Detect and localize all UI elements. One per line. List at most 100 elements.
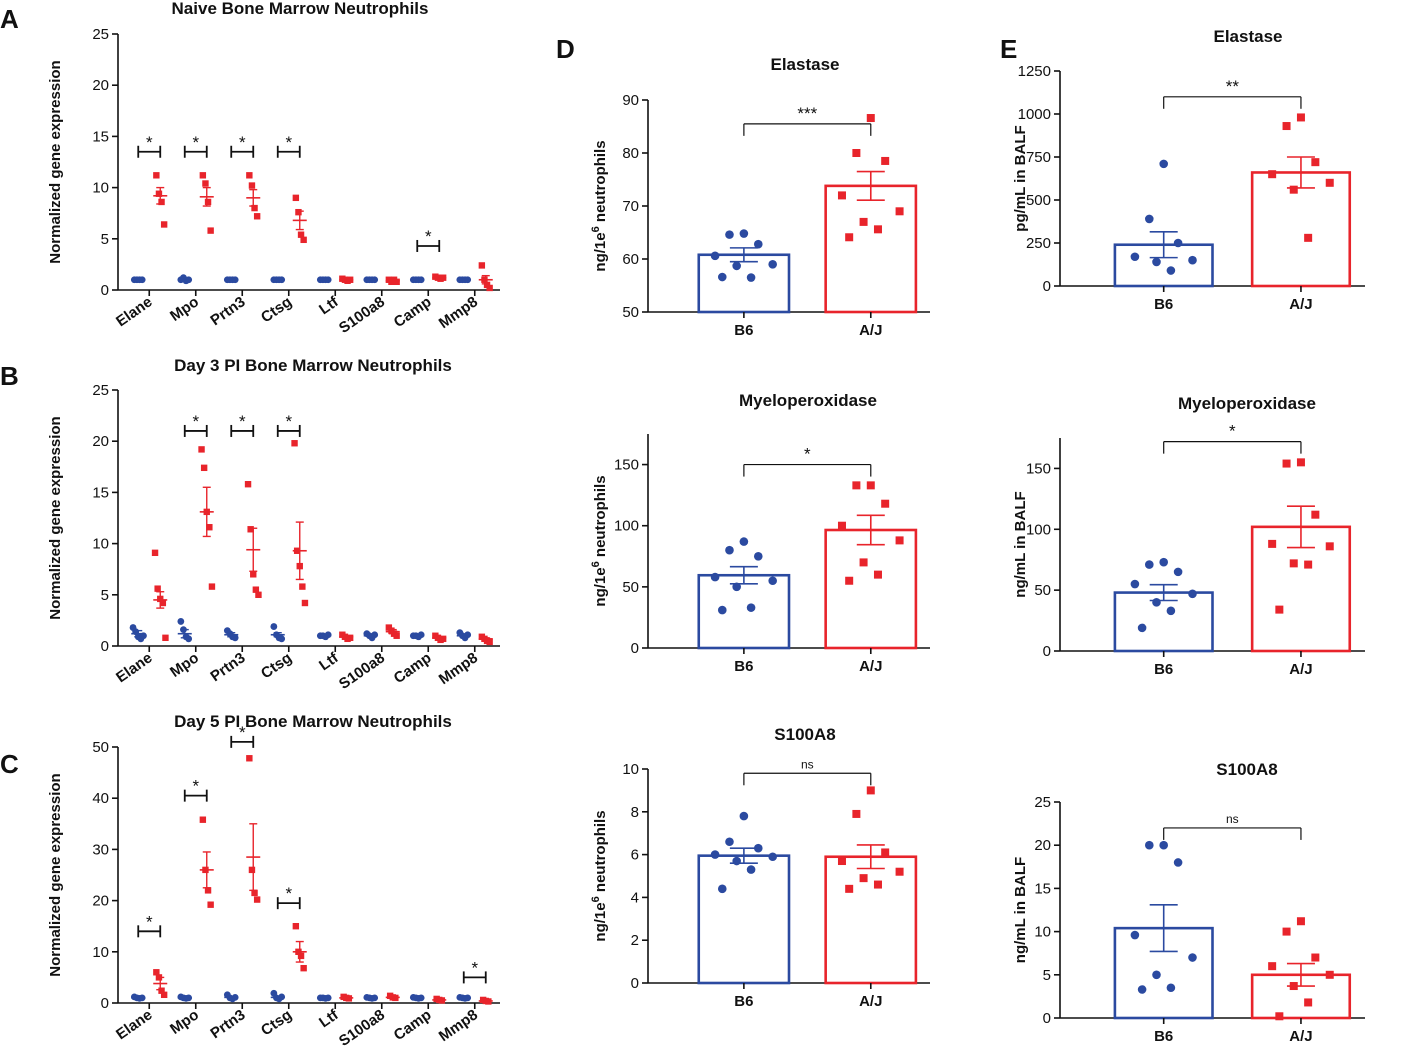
aj-data-point [1304, 560, 1313, 569]
aj-data-point [206, 524, 213, 531]
aj-data-point [1325, 178, 1334, 187]
y-tick-label: 25 [1034, 794, 1051, 811]
b6-data-point [717, 605, 727, 615]
y-tick-label: 150 [1026, 460, 1051, 477]
y-tick-label: 10 [622, 761, 639, 778]
y-axis-label: Normalized gene expression [47, 773, 64, 976]
x-category-label: Camp [391, 649, 435, 687]
aj-data-point [1282, 122, 1291, 131]
panel-label: E [1000, 34, 1017, 64]
significance-label: * [239, 723, 246, 742]
aj-data-point [873, 880, 882, 889]
significance-label: * [192, 412, 199, 431]
y-tick-label: 5 [101, 587, 109, 604]
b6-data-point [739, 811, 749, 821]
x-category-label: Camp [391, 293, 435, 331]
b6-data-point [1173, 238, 1183, 248]
x-category-label: Prtn3 [207, 649, 248, 685]
b6-data-point [739, 537, 749, 546]
aj-data-point [873, 225, 882, 234]
x-category-label: Mmp8 [436, 293, 481, 332]
y-tick-label: 1000 [1018, 106, 1051, 123]
panel-C: 0 10 20 30 40 50 Day 5 PI Bone Marrow Neutroph… [0, 712, 500, 1050]
y-tick-label: 40 [92, 790, 109, 807]
b6-data-point [1188, 589, 1197, 599]
aj-data-point [248, 182, 256, 189]
b6-data-point [768, 852, 777, 862]
significance-label: * [285, 133, 292, 152]
significance-label: * [804, 445, 811, 464]
x-category-label: B6 [1154, 296, 1173, 313]
b6-data-point [717, 272, 727, 282]
x-category-label: B6 [1154, 661, 1173, 678]
panel-label: D [556, 34, 575, 64]
x-category-label: A/J [859, 658, 882, 675]
aj-data-point [153, 172, 160, 179]
aj-data-point [251, 889, 258, 897]
panel-E2: 0 50 100 150 Myeloperoxidase ng/mL in BALF B6 A… [1012, 394, 1365, 678]
aj-data-point [1296, 458, 1305, 467]
x-category-label: Ctsg [258, 649, 295, 682]
y-tick-label: 20 [1034, 837, 1051, 854]
aj-data-point [159, 599, 167, 607]
chart-title: Elastase [771, 55, 840, 74]
x-category-label: Ltf [316, 293, 342, 318]
panel-A: 0 5 10 15 20 25 Naive Bone Marrow Neutrophils A… [0, 0, 500, 337]
b6-data-point [1152, 598, 1161, 607]
significance-label: * [285, 884, 292, 903]
aj-data-point [881, 499, 890, 508]
y-tick-label: 0 [631, 975, 639, 992]
y-tick-label: 100 [614, 518, 639, 535]
aj-data-point [155, 190, 163, 197]
y-tick-label: 10 [92, 536, 109, 553]
aj-data-point [253, 213, 261, 220]
aj-data-point [845, 233, 854, 242]
aj-data-point [158, 987, 165, 994]
aj-data-point [297, 231, 305, 238]
aj-data-point [246, 172, 253, 179]
y-axis-label: ng/mL in BALF [1012, 857, 1029, 963]
aj-data-point [859, 874, 868, 883]
aj-data-point [204, 887, 212, 894]
y-tick-label: 2 [631, 932, 639, 949]
aj-data-point [866, 114, 875, 123]
bar-B6 [697, 854, 791, 985]
aj-data-point [866, 481, 875, 490]
b6-data-point [717, 884, 727, 894]
aj-data-point [1311, 953, 1320, 962]
significance-label: * [192, 133, 199, 152]
aj-data-point [866, 786, 875, 795]
panel-label: B [0, 361, 19, 391]
chart-title: Day 5 PI Bone Marrow Neutrophils [174, 712, 452, 731]
y-tick-label: 50 [92, 739, 109, 756]
aj-data-point [1275, 1012, 1284, 1021]
b6-data-point [1130, 579, 1140, 589]
aj-data-point [292, 923, 300, 930]
aj-data-point [881, 156, 890, 165]
aj-data-point [297, 952, 305, 960]
aj-data-point [1268, 170, 1277, 179]
x-category-label: A/J [859, 993, 882, 1010]
y-tick-label: 8 [631, 804, 639, 821]
aj-data-point [300, 964, 307, 972]
y-tick-label: 60 [622, 251, 639, 268]
aj-data-point [248, 866, 256, 874]
b6-data-point [1188, 953, 1197, 962]
x-category-label: A/J [1289, 296, 1312, 313]
x-category-label: Mmp8 [436, 1006, 481, 1045]
b6-data-point [1152, 970, 1161, 980]
chart-title: Myeloperoxidase [739, 391, 877, 410]
aj-data-point [845, 884, 854, 893]
b6-data-point [710, 251, 720, 261]
b6-data-point [710, 572, 720, 582]
aj-data-point [292, 194, 300, 202]
aj-data-point [198, 446, 205, 453]
aj-data-point [246, 755, 253, 762]
aj-data-point [207, 901, 214, 908]
b6-data-point [1188, 255, 1197, 265]
significance-label: * [239, 133, 246, 152]
b6-data-point [725, 230, 734, 239]
b6-data-point [1159, 159, 1168, 169]
x-category-label: S100a8 [336, 293, 388, 337]
y-tick-label: 750 [1026, 149, 1051, 166]
